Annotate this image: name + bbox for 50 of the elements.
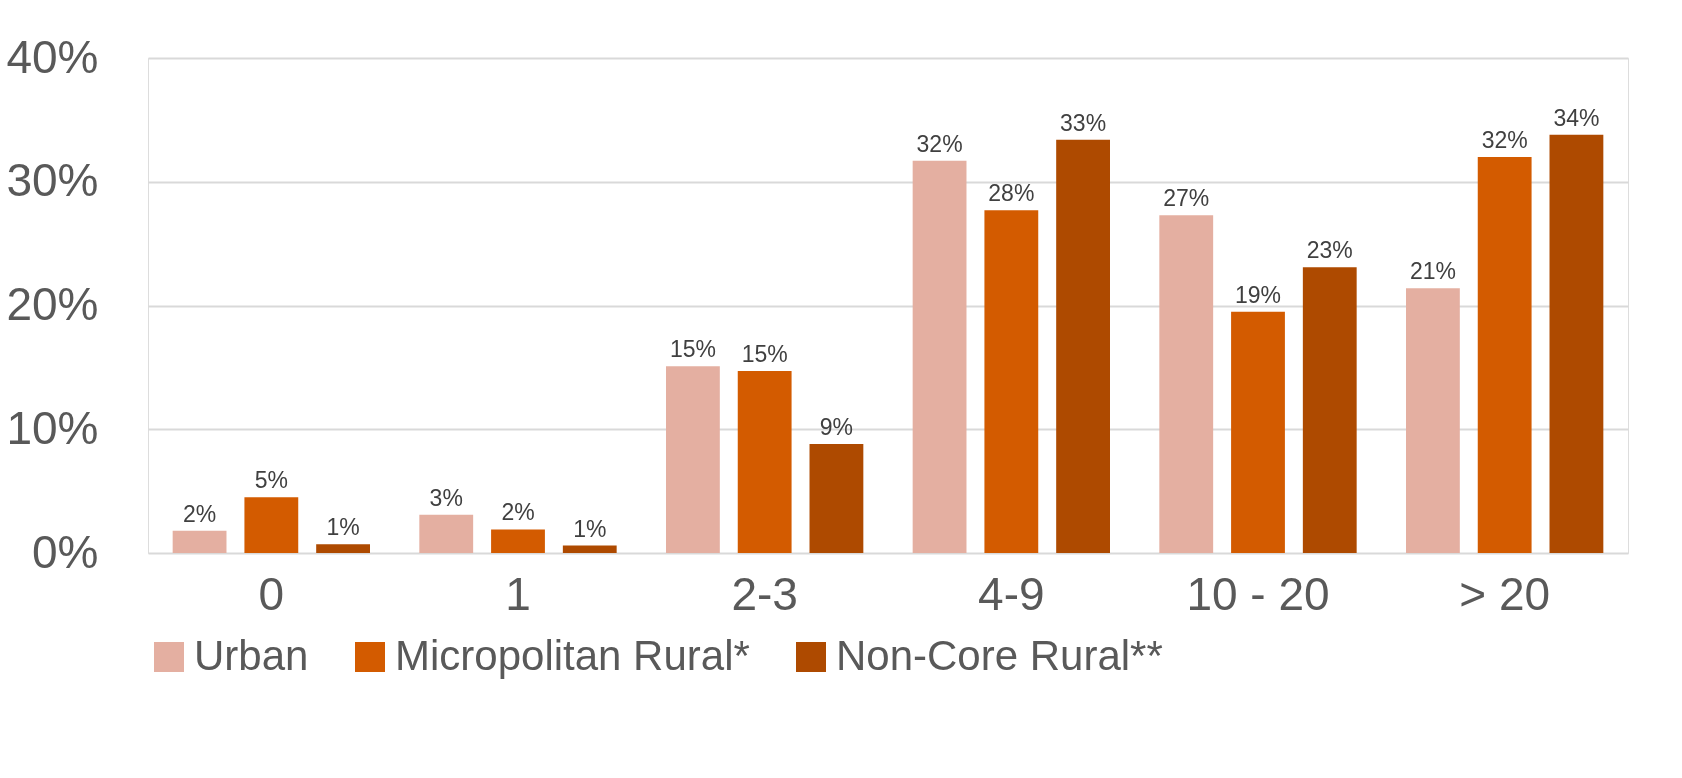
data-label: 2%: [501, 499, 535, 526]
legend-label: Micropolitan Rural*: [395, 632, 750, 679]
bar: [491, 529, 545, 553]
x-tick-label: 1: [505, 567, 531, 620]
bar: [1406, 288, 1460, 553]
data-label: 27%: [1163, 185, 1210, 212]
bar: [1159, 215, 1214, 553]
bar: [1302, 267, 1357, 553]
data-label: 15%: [741, 341, 788, 368]
legend-label: Non-Core Rural**: [836, 632, 1163, 679]
data-label: 3%: [429, 484, 463, 511]
bar: [1477, 157, 1532, 553]
y-tick-label: 0%: [32, 525, 99, 578]
x-tick-label: 0: [258, 567, 285, 620]
data-label: 1%: [326, 514, 360, 541]
data-label: 23%: [1306, 237, 1353, 264]
x-tick-label: 10 - 20: [1186, 567, 1330, 620]
bar: [419, 514, 474, 553]
y-tick-label: 40%: [6, 30, 99, 83]
bar: [562, 545, 617, 553]
x-tick-label: 4-9: [978, 567, 1045, 620]
data-label: 1%: [573, 515, 607, 542]
x-tick-label: > 20: [1459, 567, 1551, 620]
bar: [809, 444, 864, 553]
data-label: 21%: [1409, 258, 1456, 285]
legend-label: Urban: [194, 632, 309, 679]
bar: [316, 544, 370, 553]
data-label: 19%: [1234, 281, 1282, 308]
bar: [1549, 134, 1604, 553]
bar: [737, 371, 792, 553]
bar: [1056, 139, 1110, 553]
y-tick-label: 10%: [6, 401, 99, 454]
y-tick-label: 30%: [6, 154, 99, 207]
y-tick-label: 20%: [6, 278, 99, 330]
data-label: 34%: [1553, 104, 1600, 131]
bar: [1231, 311, 1285, 553]
data-label: 28%: [988, 180, 1035, 207]
bar: [666, 366, 720, 553]
data-label: 32%: [916, 130, 963, 157]
bar: [172, 530, 227, 553]
data-label: 9%: [819, 414, 854, 441]
bar: [244, 497, 299, 553]
bar: [984, 210, 1039, 553]
data-label: 5%: [254, 467, 288, 494]
data-label: 15%: [669, 336, 716, 363]
data-label: 33%: [1060, 109, 1107, 136]
bar: [912, 160, 967, 553]
data-label: 2%: [182, 500, 217, 527]
data-label: 32%: [1481, 127, 1528, 153]
x-tick-label: 2-3: [731, 567, 798, 620]
